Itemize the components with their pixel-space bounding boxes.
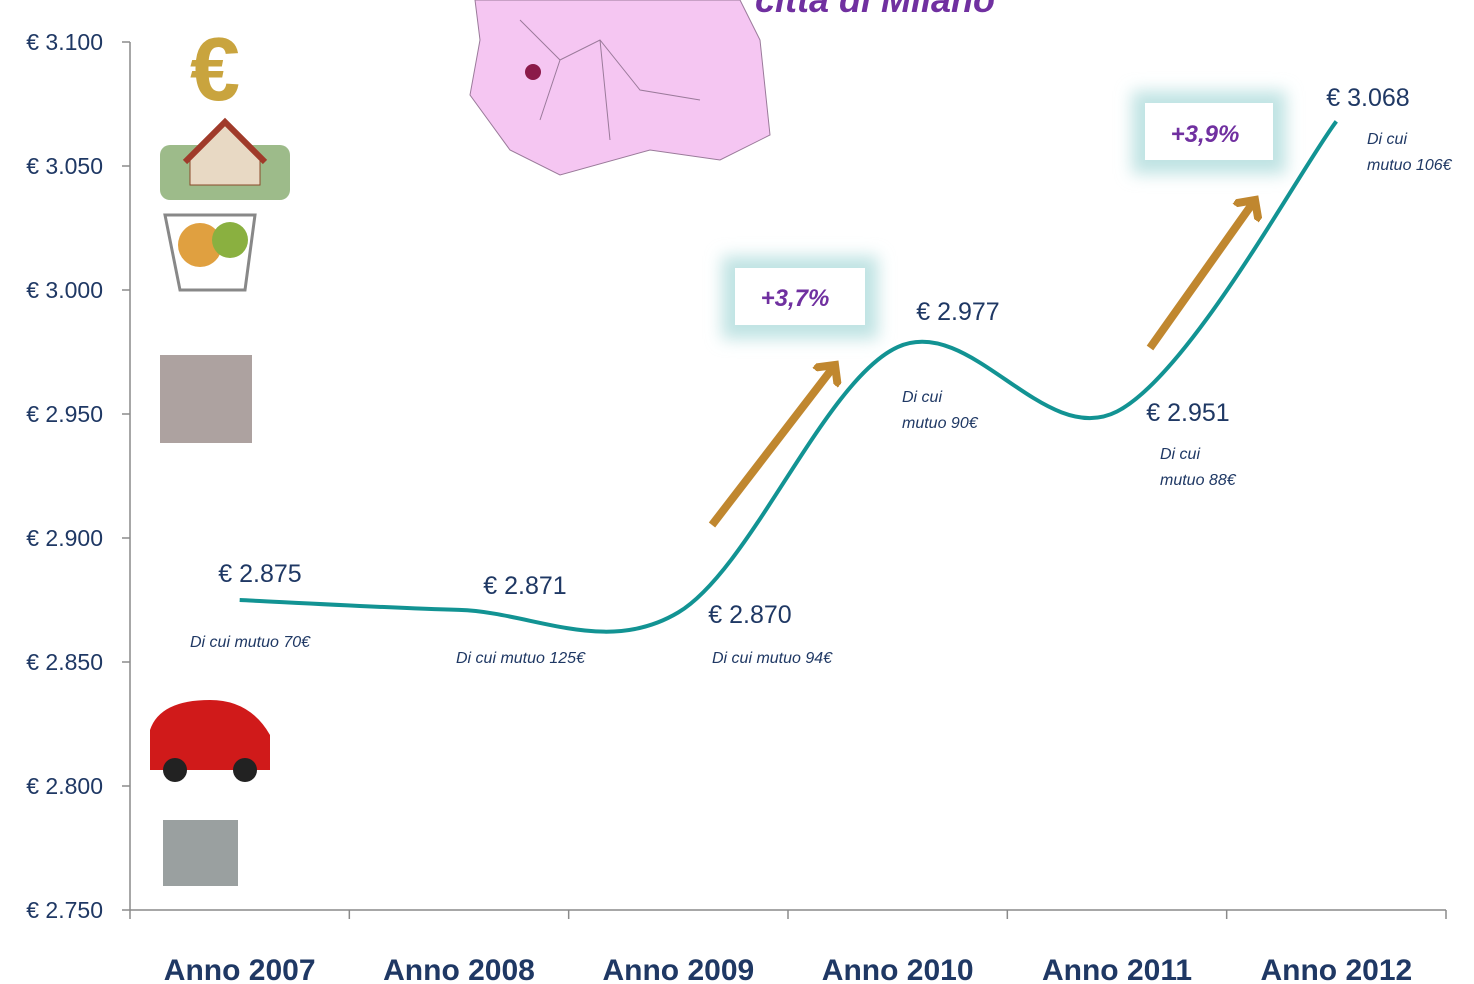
note: Di cui mutuo 70€ bbox=[190, 634, 311, 651]
map-icon bbox=[470, 0, 770, 175]
note: mutuo 88€ bbox=[1160, 472, 1237, 489]
data-label: € 2.951 bbox=[1146, 399, 1229, 427]
y-tick-label: € 2.900 bbox=[26, 525, 103, 551]
line bbox=[240, 121, 1337, 631]
x-tick-label: Anno 2011 bbox=[1042, 954, 1192, 984]
note: Di cui bbox=[1367, 131, 1407, 148]
y-tick-label: € 2.950 bbox=[26, 401, 103, 427]
note: Di cui mutuo 94€ bbox=[712, 650, 833, 667]
x-tick-label: Anno 2009 bbox=[602, 954, 754, 984]
svg-text:€: € bbox=[190, 20, 240, 120]
note: mutuo 90€ bbox=[902, 415, 979, 432]
growth-label: +3,7% bbox=[761, 285, 830, 312]
chart-title: città di Milano bbox=[755, 0, 995, 20]
data-label: € 2.871 bbox=[483, 572, 566, 600]
y-tick-label: € 3.100 bbox=[26, 29, 103, 55]
x-tick-label: Anno 2007 bbox=[164, 954, 316, 984]
y-tick-label: € 2.750 bbox=[26, 897, 103, 923]
x-tick-label: Anno 2008 bbox=[383, 954, 535, 984]
chart: € città di Milano € 2.750 € 2.800 € 2.850 €… bbox=[0, 0, 1474, 984]
data-label: € 2.977 bbox=[916, 298, 999, 326]
x-tick-label: Anno 2010 bbox=[822, 954, 974, 984]
note: Di cui bbox=[1160, 446, 1200, 463]
growth-label: +3,9% bbox=[1171, 121, 1240, 148]
note: mutuo 106€ bbox=[1367, 157, 1453, 174]
icons: € bbox=[150, 20, 290, 886]
data-label: € 2.870 bbox=[708, 601, 791, 629]
data-label: € 2.875 bbox=[218, 560, 301, 588]
y-tick-label: € 3.000 bbox=[26, 277, 103, 303]
data-label: € 3.068 bbox=[1326, 84, 1409, 112]
note: Di cui mutuo 125€ bbox=[456, 650, 586, 667]
note: Di cui bbox=[902, 389, 942, 406]
y-tick-label: € 2.850 bbox=[26, 649, 103, 675]
y-tick-label: € 2.800 bbox=[26, 773, 103, 799]
y-tick-label: € 3.050 bbox=[26, 153, 103, 179]
x-tick-label: Anno 2012 bbox=[1260, 954, 1412, 984]
